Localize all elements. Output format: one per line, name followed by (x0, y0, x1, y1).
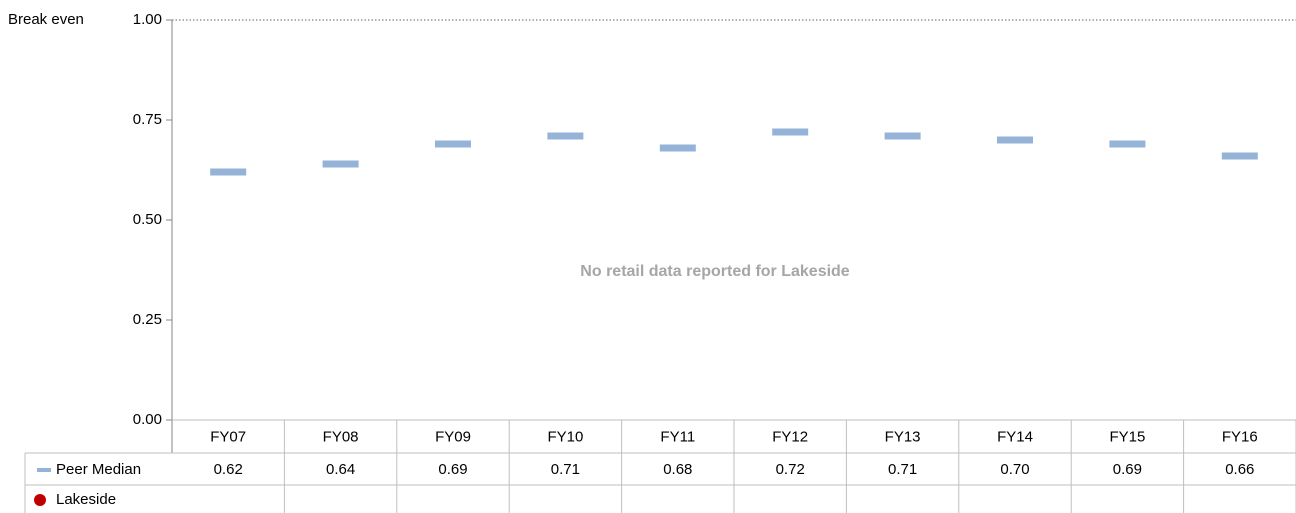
marker (435, 140, 471, 148)
x-tick-label: FY10 (547, 428, 583, 445)
data-label: 0.68 (663, 461, 692, 478)
x-tick-label: FY09 (435, 428, 471, 445)
legend-key (37, 468, 51, 472)
x-tick-label: FY16 (1222, 428, 1258, 445)
marker (210, 168, 247, 176)
data-label: 0.72 (776, 461, 805, 478)
x-tick-label: FY14 (997, 428, 1033, 445)
marker (547, 132, 584, 140)
legend-label: Lakeside (56, 491, 116, 508)
y-tick-label: 0.50 (133, 211, 162, 228)
marker (659, 144, 696, 152)
data-label: 0.66 (1225, 461, 1254, 478)
data-label: 0.69 (1113, 461, 1142, 478)
legend-key (34, 494, 46, 506)
x-tick-label: FY13 (885, 428, 921, 445)
marker (1221, 152, 1258, 160)
x-tick-label: FY15 (1109, 428, 1145, 445)
reference-label: Break even (8, 11, 84, 28)
annotation: No retail data reported for Lakeside (580, 263, 850, 280)
x-tick-label: FY12 (772, 428, 808, 445)
data-label: 0.71 (551, 461, 580, 478)
x-tick-label: FY07 (210, 428, 246, 445)
marker (884, 132, 921, 140)
data-label: 0.69 (438, 461, 467, 478)
legend-label: Peer Median (56, 461, 141, 478)
y-tick-label: 0.75 (133, 111, 162, 128)
data-label: 0.71 (888, 461, 917, 478)
marker (1109, 140, 1146, 148)
x-tick-label: FY08 (323, 428, 359, 445)
marker (772, 128, 809, 136)
y-tick-label: 0.00 (133, 411, 162, 428)
marker (322, 160, 359, 168)
x-tick-label: FY11 (660, 428, 695, 445)
data-label: 0.62 (214, 461, 243, 478)
marker (997, 136, 1033, 144)
data-label: 0.64 (326, 461, 355, 478)
data-label: 0.70 (1000, 461, 1029, 478)
y-tick-label: 1.00 (133, 11, 162, 28)
y-tick-label: 0.25 (133, 311, 162, 328)
